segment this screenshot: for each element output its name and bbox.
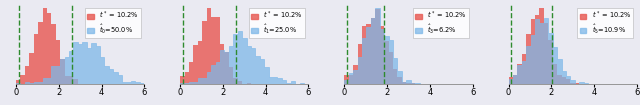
Polygon shape (509, 18, 637, 84)
Bar (531, 19, 535, 84)
Bar (393, 69, 397, 84)
Bar (184, 72, 189, 84)
Bar (540, 8, 544, 84)
Bar (553, 64, 557, 84)
Bar (74, 79, 78, 84)
Bar (34, 34, 38, 84)
Polygon shape (344, 8, 472, 84)
Bar (216, 17, 220, 84)
Bar (16, 80, 20, 84)
Bar (362, 26, 367, 84)
Bar (384, 41, 388, 84)
Bar (198, 41, 202, 84)
Bar (548, 40, 553, 84)
Bar (411, 83, 415, 84)
Bar (570, 83, 575, 84)
Bar (371, 18, 375, 84)
Bar (380, 26, 384, 84)
Bar (233, 78, 237, 84)
Bar (522, 54, 526, 84)
Bar (225, 52, 229, 84)
Polygon shape (180, 31, 308, 84)
Bar (47, 13, 51, 84)
Bar (557, 75, 562, 84)
Bar (202, 21, 207, 84)
Polygon shape (16, 42, 144, 84)
Bar (246, 83, 251, 84)
Bar (237, 81, 242, 84)
Bar (211, 17, 216, 84)
Bar (189, 62, 193, 84)
Bar (562, 77, 566, 84)
Bar (397, 77, 402, 84)
Bar (60, 59, 65, 84)
Bar (353, 65, 358, 84)
Bar (566, 79, 570, 84)
Bar (402, 82, 406, 84)
Bar (509, 77, 513, 84)
Bar (69, 76, 74, 84)
Bar (51, 24, 56, 84)
Bar (575, 83, 579, 84)
Bar (517, 64, 522, 84)
Bar (220, 44, 225, 84)
Bar (29, 53, 34, 84)
Legend: $t^*$ = 10.2%, $\hat{t}_5$=10.9%: $t^*$ = 10.2%, $\hat{t}_5$=10.9% (577, 8, 634, 38)
Bar (344, 75, 349, 84)
Bar (65, 76, 69, 84)
Bar (388, 52, 393, 84)
Bar (25, 66, 29, 84)
Bar (535, 15, 540, 84)
Legend: $t^*$ = 10.2%, $\hat{t}_0$=50.0%: $t^*$ = 10.2%, $\hat{t}_0$=50.0% (84, 8, 141, 38)
Bar (349, 75, 353, 84)
Legend: $t^*$ = 10.2%, $\hat{t}_3$=6.2%: $t^*$ = 10.2%, $\hat{t}_3$=6.2% (413, 8, 469, 38)
Bar (42, 8, 47, 84)
Bar (526, 33, 531, 84)
Bar (56, 40, 60, 84)
Legend: $t^*$ = 10.2%, $\hat{t}_1$=25.0%: $t^*$ = 10.2%, $\hat{t}_1$=25.0% (249, 8, 305, 38)
Bar (229, 67, 233, 84)
Bar (406, 83, 411, 84)
Bar (207, 8, 211, 84)
Bar (20, 75, 25, 84)
Bar (358, 44, 362, 84)
Bar (544, 23, 548, 84)
Bar (375, 9, 380, 84)
Bar (180, 76, 184, 84)
Bar (193, 45, 198, 84)
Bar (38, 22, 42, 84)
Bar (367, 24, 371, 84)
Bar (513, 75, 517, 84)
